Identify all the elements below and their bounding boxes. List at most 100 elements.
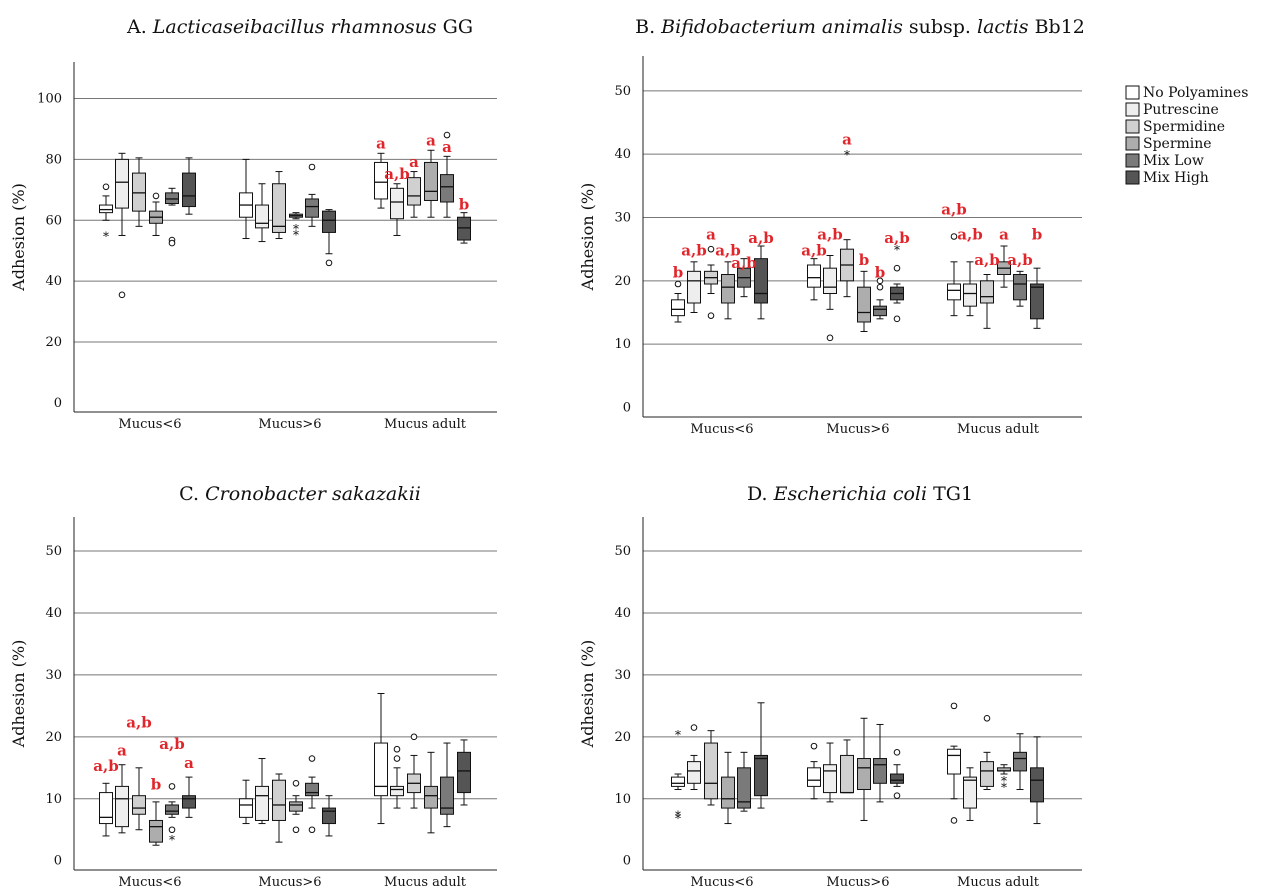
box-iqr: [1013, 274, 1027, 301]
significance-letter: a,b: [126, 714, 151, 732]
box-putrescine: [823, 742, 837, 803]
outlier-point: [950, 817, 958, 824]
outlier-point: [168, 826, 176, 834]
extreme-point: *: [1001, 774, 1007, 788]
x-tick-label: Mucus<6: [118, 417, 181, 432]
box-mix-high: *: [890, 243, 904, 323]
extreme-point: *: [844, 148, 850, 162]
box-iqr: [305, 198, 319, 218]
box-iqr: [115, 158, 129, 209]
box-mix-low: *: [165, 783, 179, 847]
y-tick-label: 30: [614, 668, 631, 683]
box-iqr: [374, 161, 388, 200]
significance-letter: b: [151, 775, 162, 793]
box-iqr: [1013, 751, 1027, 772]
box-iqr: [165, 804, 179, 815]
box-iqr: [322, 807, 336, 825]
box-mix-high: [182, 157, 196, 215]
significance-letter: a,b: [801, 242, 826, 260]
box-putrescine: [115, 764, 129, 834]
box-no-polyamines: [947, 702, 961, 824]
y-tick-label: 50: [614, 84, 631, 99]
outlier-point: [393, 745, 401, 753]
box-iqr: [390, 785, 404, 797]
box-iqr: [132, 795, 146, 815]
legend: No PolyaminesPutrescineSpermidineSpermin…: [1125, 85, 1248, 186]
box-iqr: [980, 761, 994, 787]
box-mix-low: [305, 163, 319, 227]
y-tick-label: 50: [614, 544, 631, 559]
box-putrescine: [255, 758, 269, 825]
outlier-point: [893, 264, 901, 272]
box-spermidine: [132, 157, 146, 227]
box-mix-high: [890, 749, 904, 799]
box-spermine: [424, 751, 438, 834]
title-suffix: subsp.: [903, 16, 977, 38]
panel-a: A. Lacticaseibacillus rhamnosus GG 0 20 40 6…: [9, 16, 497, 432]
box-iqr: [823, 267, 837, 294]
significance-letter: a: [184, 754, 194, 772]
box-mix-low: [873, 723, 887, 803]
box-iqr: [255, 204, 269, 229]
box-mix-high: [754, 245, 768, 320]
y-tick-label: 20: [614, 730, 631, 745]
box-spermidine: *: [840, 148, 854, 298]
outlier-point: [950, 702, 958, 710]
box-iqr: [947, 283, 961, 301]
box-iqr: [704, 742, 718, 800]
outlier-point: [168, 239, 176, 247]
significance-letter: a,b: [715, 242, 740, 260]
box-iqr: [721, 274, 735, 304]
extreme-point: *: [894, 243, 900, 257]
box-no-polyamines: [807, 258, 821, 301]
box-iqr: [1030, 283, 1044, 320]
y-tick-label: 50: [45, 544, 62, 559]
box-mix-low: [440, 742, 454, 828]
box-no-polyamines: [239, 779, 253, 825]
box-iqr: [947, 748, 961, 775]
box-spermidine: [980, 274, 994, 329]
y-tick-label: 0: [54, 854, 62, 869]
box-iqr: [165, 192, 179, 205]
y-tick-label: 0: [54, 396, 62, 411]
significance-letter: b: [875, 264, 886, 282]
outlier-point: [707, 312, 715, 319]
significance-letter: b: [859, 251, 870, 269]
legend-swatch: [1125, 170, 1140, 185]
box-no-polyamines: *: [99, 183, 113, 243]
y-tick-label: 80: [45, 152, 62, 167]
significance-letter: a,b: [957, 226, 982, 244]
box-iqr: [823, 764, 837, 794]
box-iqr: [424, 161, 438, 201]
box-iqr: [671, 776, 685, 787]
x-tick-label: Mucus<6: [690, 875, 753, 889]
box-iqr: [980, 280, 994, 304]
box-iqr: [255, 785, 269, 821]
box-iqr: [721, 776, 735, 809]
y-tick-label: 100: [37, 92, 62, 107]
significance-letter: a: [117, 741, 127, 759]
box-iqr: [807, 264, 821, 288]
significance-letter: a: [706, 226, 716, 244]
y-tick-label: 20: [45, 335, 62, 350]
box-iqr: [424, 785, 438, 809]
box-mix-high: [182, 776, 196, 818]
box-spermine: [721, 751, 735, 825]
box-spermine: [149, 801, 163, 846]
outlier-point: [308, 755, 316, 762]
box-iqr: [407, 177, 421, 206]
title-species: Escherichia coli: [773, 483, 927, 505]
outlier-point: [410, 733, 418, 741]
panel-c: C. Cronobacter sakazakii 0 10 20 30 40 50 Adhes…: [9, 483, 497, 889]
y-tick-label: 40: [45, 274, 62, 289]
box-spermine: [721, 261, 735, 320]
outlier-point: [893, 792, 901, 799]
box-no-polyamines: [671, 280, 685, 323]
box-iqr: [857, 286, 871, 323]
box-spermidine: [840, 739, 854, 794]
box-mix-high: [322, 795, 336, 837]
extreme-point: *: [169, 833, 175, 847]
box-spermidine: [407, 733, 421, 809]
title-prefix: B.: [635, 16, 661, 38]
